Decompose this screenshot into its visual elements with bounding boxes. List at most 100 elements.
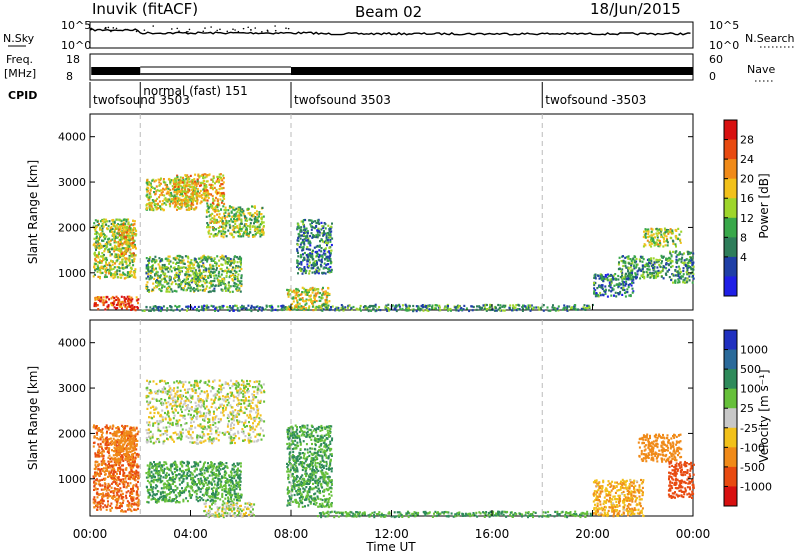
range-cell: [104, 473, 106, 476]
range-cell: [386, 307, 389, 310]
range-cell: [134, 460, 136, 463]
range-cell: [239, 306, 242, 309]
range-cell: [181, 190, 184, 193]
range-cell: [213, 290, 216, 293]
range-cell: [195, 199, 197, 203]
range-cell: [146, 179, 149, 182]
range-cell: [206, 199, 209, 202]
range-cell: [133, 448, 136, 451]
range-cell: [657, 244, 660, 248]
range-cell: [584, 308, 587, 311]
range-cell: [228, 220, 231, 223]
range-cell: [220, 235, 223, 238]
range-cell: [175, 181, 178, 184]
range-cell: [562, 307, 565, 310]
range-cell: [179, 203, 182, 206]
range-cell: [116, 273, 119, 276]
range-cell: [304, 293, 307, 296]
range-cell: [313, 297, 316, 300]
range-cell: [328, 246, 331, 249]
range-cell: [108, 475, 111, 478]
range-cell: [296, 288, 299, 291]
range-cell: [678, 252, 681, 255]
range-cell: [145, 188, 148, 191]
range-cell: [258, 212, 261, 216]
range-cell: [312, 249, 314, 252]
range-cell: [206, 189, 209, 192]
range-cell: [159, 268, 162, 271]
range-cell: [174, 258, 177, 261]
range-cell: [116, 259, 119, 262]
range-cell: [148, 257, 151, 261]
range-cell: [165, 187, 168, 191]
range-cell: [100, 488, 103, 491]
range-cell: [222, 233, 224, 236]
range-cell: [309, 288, 312, 291]
range-cell: [196, 198, 199, 202]
range-cell: [203, 173, 206, 176]
range-cell: [121, 258, 124, 261]
range-cell: [133, 226, 135, 230]
range-cell: [434, 307, 437, 310]
range-cell: [625, 280, 628, 283]
range-cell: [135, 448, 138, 451]
range-cell: [312, 235, 315, 238]
range-cell: [120, 503, 123, 506]
range-cell: [321, 288, 324, 291]
range-cell: [112, 233, 115, 237]
range-cell: [137, 455, 140, 458]
range-cell: [274, 308, 277, 311]
range-cell: [130, 462, 133, 465]
range-cell: [125, 491, 128, 494]
range-cell: [210, 258, 213, 261]
range-cell: [96, 471, 99, 474]
range-cell: [277, 305, 280, 308]
range-cell: [207, 230, 210, 233]
range-cell: [368, 306, 371, 309]
range-cell: [167, 282, 170, 285]
range-cell: [302, 223, 305, 226]
range-cell: [130, 476, 133, 479]
range-cell: [308, 306, 311, 309]
range-cell: [229, 232, 232, 235]
range-cell: [658, 228, 661, 231]
range-cell: [689, 272, 692, 275]
range-cell: [209, 205, 212, 208]
range-cell: [320, 309, 323, 312]
range-cell: [128, 245, 131, 248]
range-cell: [99, 269, 102, 272]
range-cell: [299, 253, 302, 257]
range-cell: [259, 223, 262, 226]
range-cell: [147, 270, 150, 273]
noise-search-point: [110, 30, 112, 33]
range-cell: [112, 235, 115, 238]
range-cell: [200, 272, 203, 275]
range-cell: [98, 480, 101, 483]
range-cell: [601, 275, 604, 279]
range-cell: [683, 252, 685, 255]
range-cell: [213, 217, 216, 220]
range-cell: [174, 268, 177, 271]
range-cell: [106, 220, 108, 223]
range-cell: [187, 278, 189, 281]
noise-search-point: [135, 30, 138, 33]
range-cell: [674, 269, 677, 272]
range-cell: [96, 491, 99, 494]
range-cell: [103, 244, 105, 248]
range-cell: [186, 281, 189, 285]
range-cell: [503, 309, 506, 312]
range-cell: [202, 182, 205, 185]
range-cell: [668, 230, 671, 233]
range-cell: [317, 255, 320, 259]
range-cell: [185, 185, 188, 188]
range-cell: [215, 262, 218, 265]
range-cell: [239, 260, 242, 263]
range-cell: [120, 307, 123, 310]
range-cell: [97, 438, 100, 441]
range-cell: [470, 305, 473, 308]
range-cell: [221, 263, 224, 266]
range-cell: [641, 260, 644, 263]
range-cell: [674, 279, 677, 282]
range-cell: [234, 231, 237, 234]
range-cell: [460, 306, 463, 310]
